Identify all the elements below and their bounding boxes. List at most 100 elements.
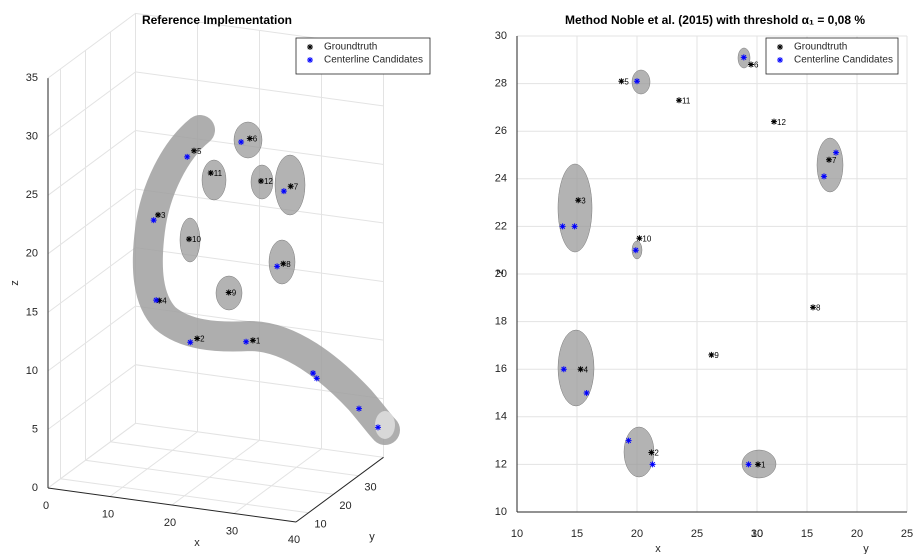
z-tick-label: 5 [32,423,38,435]
marker [375,424,381,430]
chart-title: Method Noble et al. (2015) with threshol… [565,13,865,27]
marker [356,406,362,412]
marker [274,263,280,269]
point-label: 7 [832,156,837,165]
x-tick-label: 20 [631,528,643,540]
y-tick-label: 30 [364,482,376,494]
legend-marker [307,57,313,63]
surface-blob [202,160,226,200]
legend-label: Centerline Candidates [794,55,893,66]
point-label: 2 [654,449,659,458]
surface-blob [558,164,592,252]
surface-blob [632,70,650,94]
z-axis-label: z [9,280,21,286]
marker [833,150,839,156]
z-tick-label: 0 [32,482,38,494]
legend-label: Groundtruth [324,42,377,53]
marker [187,339,193,345]
marker [572,223,578,229]
point-label: 11 [682,96,691,105]
point-label: 12 [777,118,786,127]
legend-marker [777,57,783,63]
z-axis-label: z [494,269,506,275]
marker [633,247,639,253]
point-label: 5 [624,77,629,86]
marker [243,339,249,345]
x-axis-label: x [194,537,200,549]
x-tick-label: 20 [164,517,176,529]
marker [741,54,747,60]
z-tick-label: 10 [26,365,38,377]
y-tick-label: 10 [751,528,763,540]
y-tick-label: 25 [901,528,913,540]
point-label: 3 [581,196,586,205]
point-label: 7 [294,182,299,191]
z-tick-label: 15 [26,306,38,318]
point-label: 9 [232,289,237,298]
marker [626,438,632,444]
x-tick-label: 15 [571,528,583,540]
marker [746,461,752,467]
marker [560,223,566,229]
point-label: 6 [253,135,258,144]
x-tick-label: 0 [43,500,49,512]
z-tick-label: 30 [26,131,38,143]
surface-blob [817,138,843,192]
point-label: 10 [642,234,651,243]
legend-label: Centerline Candidates [324,55,423,66]
point-label: 1 [256,336,261,345]
point-label: 12 [264,177,273,186]
point-label: 2 [200,335,205,344]
chart-title: Reference Implementation [142,13,292,27]
point-label: 8 [816,303,821,312]
marker [310,370,316,376]
x-tick-label: 10 [511,528,523,540]
marker [153,297,159,303]
x-tick-label: 30 [226,525,238,537]
point-label: 3 [161,211,166,220]
point-label: 6 [754,61,759,70]
z-tick-label: 24 [495,173,507,185]
marker [821,173,827,179]
point-label: 4 [162,297,167,306]
marker [650,461,656,467]
point-label: 4 [584,365,589,374]
x-tick-label: 10 [102,508,114,520]
marker [238,139,244,145]
z-tick-label: 18 [495,316,507,328]
point-label: 11 [214,169,223,178]
y-axis-label: y [863,543,869,554]
point-label: 10 [192,235,201,244]
marker [314,375,320,381]
legend-label: Groundtruth [794,42,847,53]
z-tick-label: 30 [495,30,507,42]
z-tick-label: 25 [26,189,38,201]
legend-marker [307,44,313,50]
x-tick-label: 40 [288,534,300,546]
point-label: 1 [761,461,766,470]
y-tick-label: 10 [314,519,326,531]
marker [634,78,640,84]
z-tick-label: 28 [495,78,507,90]
z-tick-label: 12 [495,458,507,470]
marker [584,390,590,396]
point-label: 8 [286,260,291,269]
z-tick-label: 26 [495,125,507,137]
y-axis-label: y [369,531,375,543]
y-tick-label: 20 [851,528,863,540]
marker [151,217,157,223]
marker [561,366,567,372]
z-tick-label: 14 [495,411,507,423]
marker [184,154,190,160]
z-tick-label: 22 [495,220,507,232]
x-tick-label: 25 [691,528,703,540]
figure: 05101520253035010203040102030Reference I… [0,0,919,554]
z-tick-label: 20 [26,248,38,260]
y-tick-label: 20 [339,500,351,512]
z-tick-label: 16 [495,363,507,375]
y-tick-label: 15 [801,528,813,540]
marker [281,188,287,194]
point-label: 9 [714,351,719,360]
legend-marker [777,44,783,50]
x-axis-label: x [655,543,661,554]
